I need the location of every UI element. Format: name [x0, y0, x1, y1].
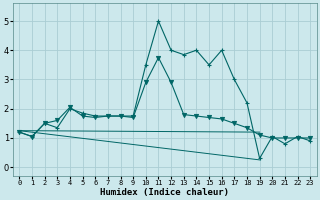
X-axis label: Humidex (Indice chaleur): Humidex (Indice chaleur) — [100, 188, 229, 197]
